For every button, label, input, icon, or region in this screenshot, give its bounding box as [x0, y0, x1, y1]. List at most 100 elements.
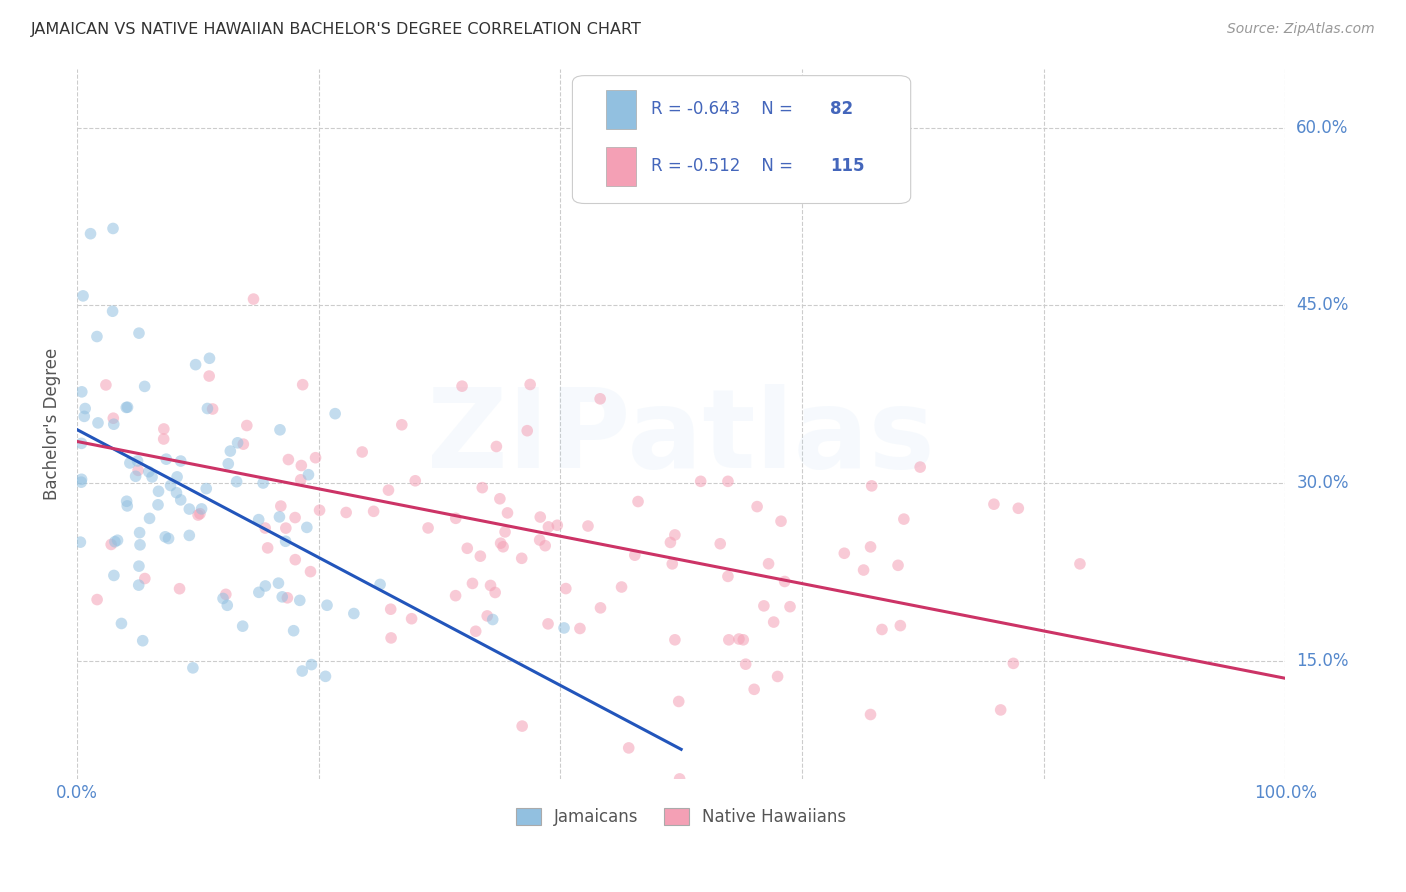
Point: [335, 506, 357, 520]
Point: [568, 622, 591, 636]
Point: [510, 551, 533, 566]
Point: [516, 424, 538, 438]
Point: [456, 541, 478, 556]
Point: [101, 221, 124, 235]
Point: [155, 530, 177, 544]
Point: [132, 633, 155, 648]
Point: [519, 377, 541, 392]
Point: [70, 475, 93, 490]
Text: R = -0.512    N =: R = -0.512 N =: [651, 157, 799, 175]
Point: [481, 613, 503, 627]
Point: [553, 621, 575, 635]
Point: [103, 417, 125, 432]
Point: [664, 528, 686, 542]
Point: [274, 521, 297, 535]
Point: [124, 469, 146, 483]
Point: [100, 537, 122, 551]
Point: [166, 485, 188, 500]
Point: [127, 463, 149, 477]
Point: [709, 537, 731, 551]
Point: [291, 664, 314, 678]
Point: [401, 612, 423, 626]
Point: [870, 623, 893, 637]
Point: [494, 524, 516, 539]
Point: [187, 508, 209, 522]
Text: 60.0%: 60.0%: [1296, 119, 1348, 136]
Point: [138, 511, 160, 525]
Point: [297, 467, 319, 482]
Point: [217, 599, 239, 613]
Point: [94, 378, 117, 392]
Point: [103, 568, 125, 582]
Point: [70, 472, 93, 486]
Point: [537, 616, 560, 631]
Text: JAMAICAN VS NATIVE HAWAIIAN BACHELOR'S DEGREE CORRELATION CHART: JAMAICAN VS NATIVE HAWAIIAN BACHELOR'S D…: [31, 22, 641, 37]
Point: [889, 618, 911, 632]
Point: [254, 521, 277, 535]
Point: [299, 565, 322, 579]
Point: [179, 502, 201, 516]
Point: [745, 500, 768, 514]
Point: [534, 539, 557, 553]
Point: [762, 615, 785, 629]
Point: [377, 483, 399, 497]
Point: [159, 478, 181, 492]
Point: [242, 292, 264, 306]
Point: [537, 520, 560, 534]
Point: [117, 401, 139, 415]
Point: [134, 572, 156, 586]
Point: [717, 475, 740, 489]
Point: [198, 369, 221, 384]
Point: [86, 592, 108, 607]
Point: [664, 632, 686, 647]
Point: [288, 593, 311, 607]
Point: [368, 577, 391, 591]
Point: [195, 482, 218, 496]
Point: [510, 719, 533, 733]
Point: [983, 497, 1005, 511]
Point: [314, 669, 336, 683]
Point: [464, 624, 486, 639]
Point: [117, 499, 139, 513]
Point: [461, 576, 484, 591]
Point: [301, 657, 323, 672]
Point: [492, 540, 515, 554]
Point: [308, 503, 330, 517]
Point: [363, 504, 385, 518]
Point: [451, 379, 474, 393]
Point: [128, 525, 150, 540]
Point: [1002, 657, 1025, 671]
Point: [274, 534, 297, 549]
Point: [201, 402, 224, 417]
Point: [990, 703, 1012, 717]
Point: [70, 384, 93, 399]
Point: [107, 533, 129, 548]
Point: [110, 616, 132, 631]
Point: [198, 351, 221, 366]
Point: [148, 484, 170, 499]
Point: [73, 409, 96, 424]
Point: [304, 450, 326, 465]
Point: [668, 694, 690, 708]
Point: [887, 558, 910, 573]
Point: [179, 528, 201, 542]
Point: [254, 579, 277, 593]
Point: [115, 401, 138, 415]
Point: [416, 521, 439, 535]
Point: [128, 578, 150, 592]
Text: 45.0%: 45.0%: [1296, 296, 1348, 314]
Point: [152, 432, 174, 446]
Point: [529, 533, 551, 547]
Point: [779, 599, 801, 614]
Point: [188, 507, 211, 521]
Point: [271, 590, 294, 604]
Text: 30.0%: 30.0%: [1296, 474, 1348, 491]
Point: [470, 549, 492, 564]
FancyBboxPatch shape: [606, 90, 637, 129]
Point: [734, 657, 756, 672]
Point: [138, 465, 160, 479]
Y-axis label: Bachelor's Degree: Bachelor's Degree: [44, 348, 60, 500]
Point: [832, 546, 855, 560]
Point: [380, 631, 402, 645]
Point: [343, 607, 366, 621]
